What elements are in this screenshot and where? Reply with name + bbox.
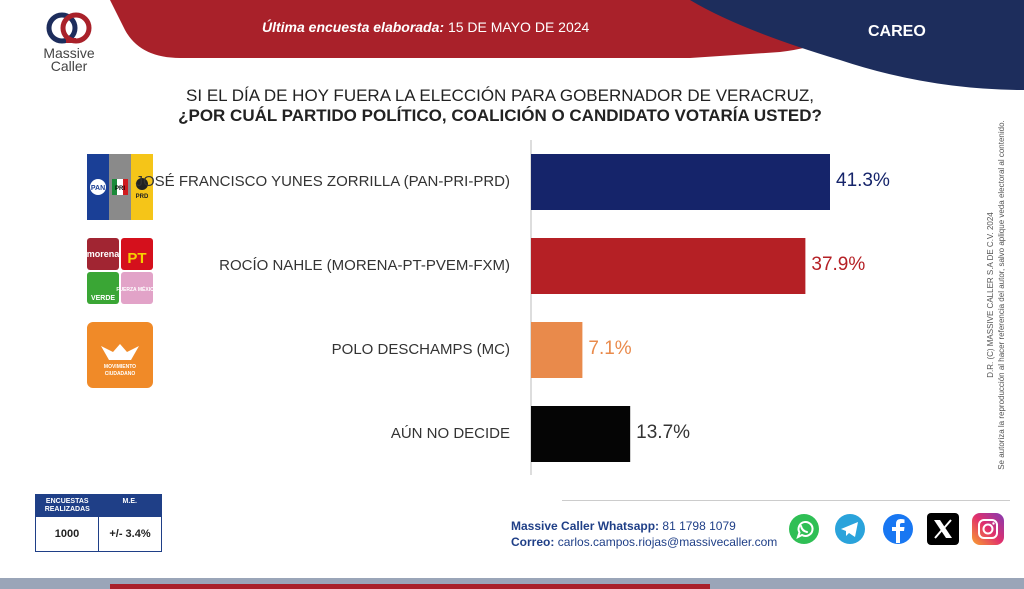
pt-text: PT [127, 250, 146, 267]
category-label-1: ROCÍO NAHLE (MORENA-PT-PVEM-FXM) [219, 257, 510, 274]
top-banner [0, 0, 1024, 90]
pri-text: PRI [115, 186, 125, 192]
value-label-2: 7.1% [588, 338, 632, 359]
facebook-icon[interactable] [881, 512, 915, 546]
surveys-header: ENCUESTAS REALIZADAS [44, 498, 90, 513]
email-link[interactable]: carlos.campos.riojas@massivecaller.com [557, 535, 778, 549]
question-line2: ¿POR CUÁL PARTIDO POLÍTICO, COALICIÓN O … [178, 106, 822, 125]
survey-stats-table: ENCUESTAS REALIZADAS M.E. 1000 +/- 3.4% [35, 494, 162, 552]
x-icon[interactable] [926, 512, 960, 546]
chart-canvas [530, 140, 830, 475]
category-label-2: POLO DESCHAMPS (MC) [331, 341, 510, 358]
margin-error-header: M.E. [122, 498, 137, 505]
value-label-1: 37.9% [811, 254, 866, 275]
morena-pt-pvem-fxm-logo: morena PT VERDE FUERZA MÉXICO [87, 238, 158, 304]
logo-text: Massive Caller [36, 45, 102, 74]
mc-text-line1: MOVIMIENTO [104, 364, 136, 370]
pan-pri-prd-logo: PAN PRI PRD [87, 154, 153, 220]
footer-divider [562, 500, 1010, 501]
category-label-0: JOSÉ FRANCISCO YUNES ZORRILLA (PAN-PRI-P… [135, 173, 510, 190]
survey-date-label: Última encuesta elaborada: [262, 19, 445, 35]
value-label-0: 41.3% [836, 170, 890, 191]
fxm-text: FUERZA MÉXICO [116, 285, 153, 293]
logo-mark-icon [46, 12, 92, 44]
movimiento-ciudadano-logo: MOVIMIENTO CIUDADANO [87, 322, 153, 388]
bottom-red-accent [110, 584, 710, 589]
logo-name-line2: Caller [50, 58, 88, 74]
prd-text: PRD [136, 194, 149, 200]
logo-name-line1: Massive [43, 45, 95, 61]
copyright-line2: Se autoriza la reproducción al hacer ref… [997, 120, 1006, 470]
bar-2 [531, 322, 583, 378]
pan-text: PAN [91, 185, 105, 192]
mc-text-line2: CIUDADANO [105, 371, 136, 377]
bar-chart: JOSÉ FRANCISCO YUNES ZORRILLA (PAN-PRI-P… [0, 140, 1000, 480]
massive-caller-logo: Massive Caller [36, 10, 102, 76]
bar-1 [531, 238, 806, 294]
category-label-3: AÚN NO DECIDE [390, 425, 510, 442]
question: SI EL DÍA DE HOY FUERA LA ELECCIÓN PARA … [0, 86, 1000, 126]
whatsapp-icon[interactable] [787, 512, 821, 546]
section-title: CAREO [868, 23, 926, 40]
copyright-line1: D.R. (C) MASSIVE CALLER S.A DE C.V. 2024 [986, 212, 995, 378]
telegram-icon[interactable] [833, 512, 867, 546]
surveys-value: 1000 [36, 517, 99, 551]
margin-error-value: +/- 3.4% [109, 528, 151, 540]
value-label-3: 13.7% [636, 422, 691, 443]
contact-info: Massive Caller Whatsapp: 81 1798 1079 Co… [511, 518, 777, 550]
survey-date: Última encuesta elaborada: 15 DE MAYO DE… [262, 19, 589, 35]
morena-text: morena [87, 249, 120, 259]
instagram-icon[interactable] [971, 512, 1005, 546]
survey-date-value: 15 DE MAYO DE 2024 [447, 19, 590, 35]
verde-text: VERDE [91, 295, 115, 302]
whatsapp-label: Massive Caller Whatsapp: [511, 519, 660, 533]
whatsapp-number[interactable]: 81 1798 1079 [662, 519, 736, 533]
bar-0 [531, 154, 830, 210]
email-label: Correo: [511, 535, 555, 549]
copyright-note: D.R. (C) MASSIVE CALLER S.A DE C.V. 2024… [985, 110, 1011, 480]
bar-3 [531, 406, 631, 462]
question-line1: SI EL DÍA DE HOY FUERA LA ELECCIÓN PARA … [186, 86, 814, 105]
bottom-strip [0, 578, 1024, 589]
